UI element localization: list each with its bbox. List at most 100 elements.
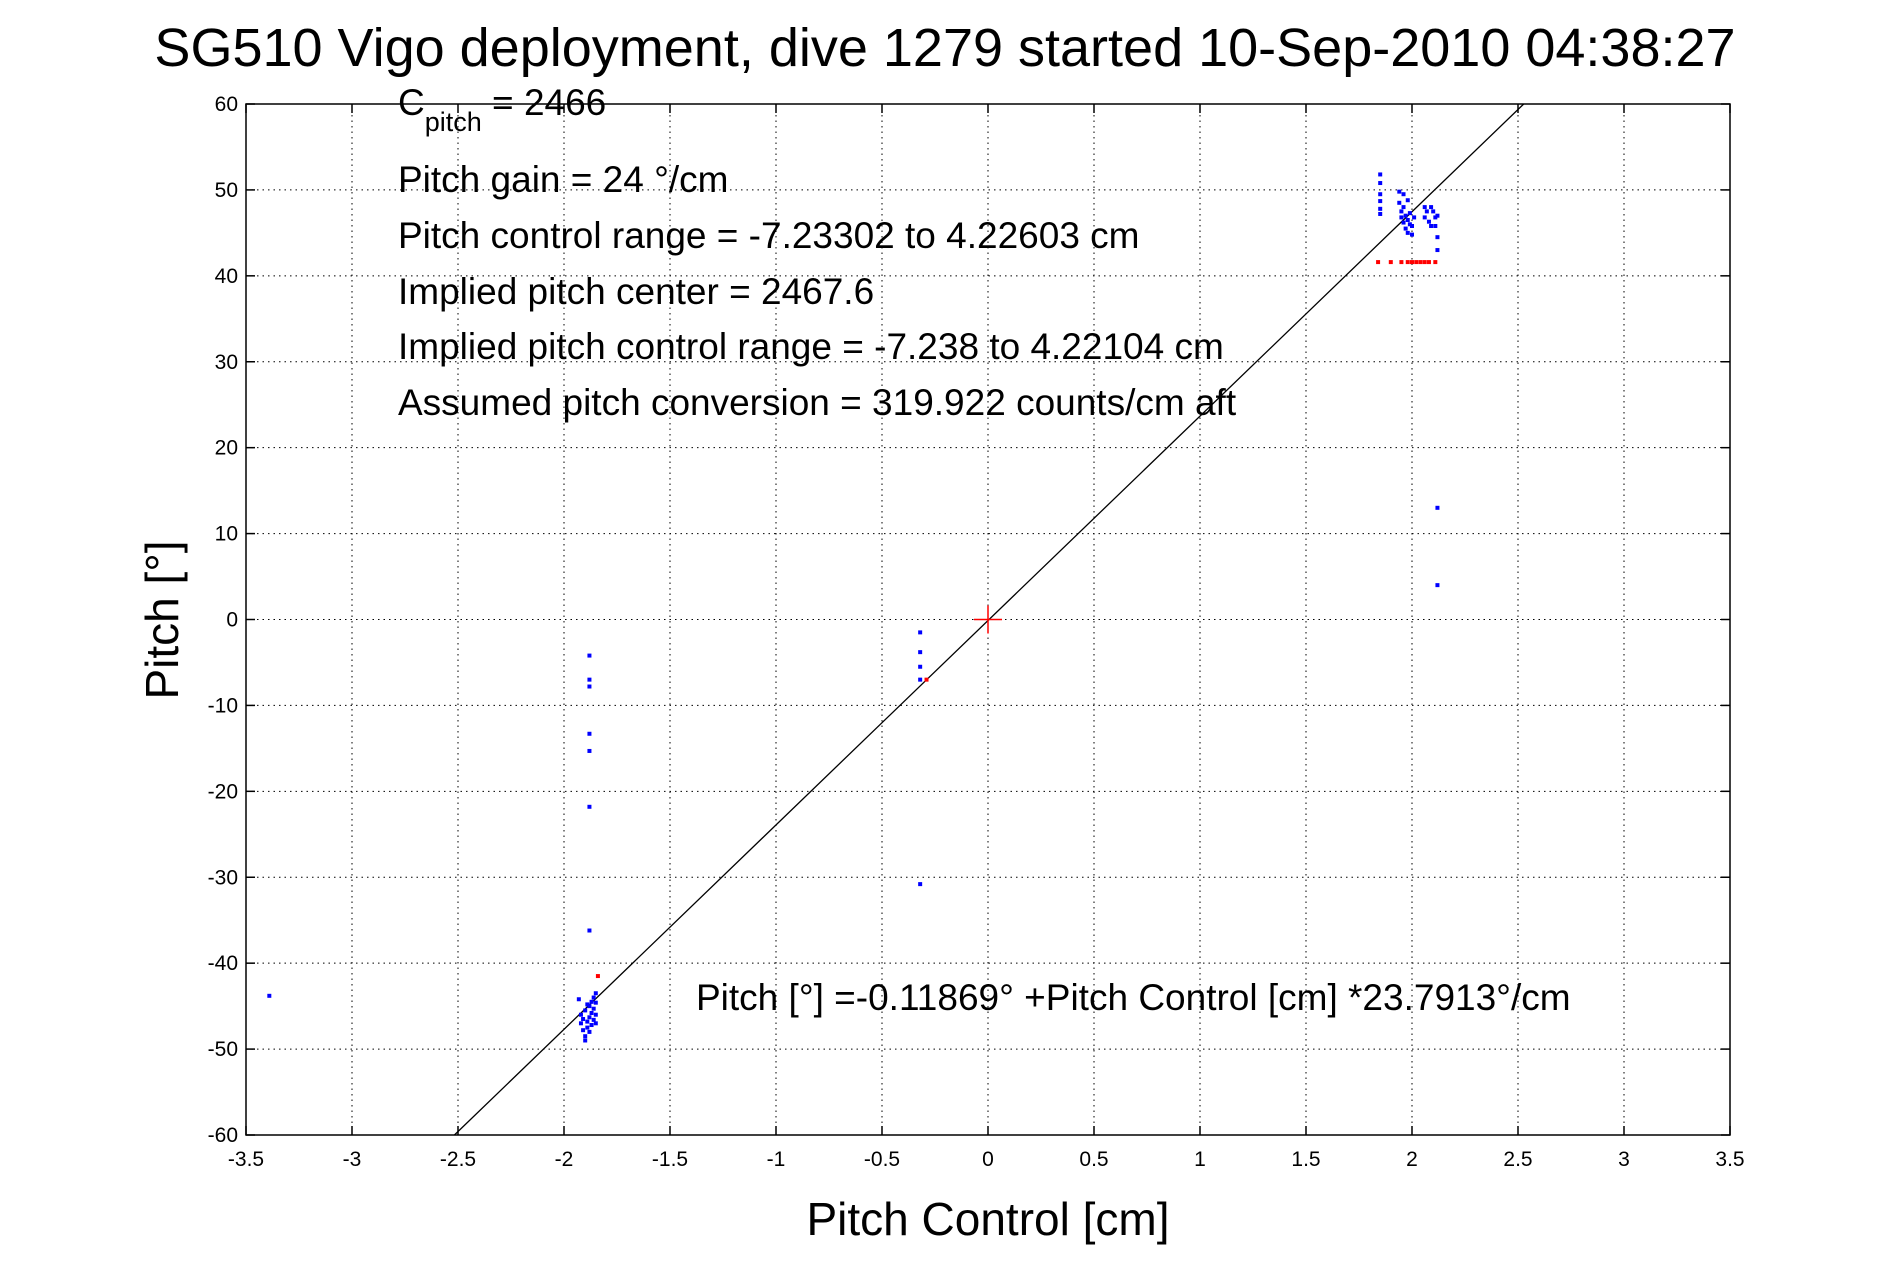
data-point — [583, 1008, 588, 1013]
flagged-data-point — [1410, 260, 1414, 265]
annotation-fit-equation: Pitch [°] =-0.11869° +Pitch Control [cm]… — [696, 977, 1571, 1018]
x-tick-label: -3 — [343, 1148, 362, 1171]
y-tick-label: 60 — [215, 93, 238, 116]
flagged-data-point — [1405, 260, 1410, 265]
data-point — [1435, 583, 1440, 588]
data-point — [587, 748, 592, 753]
y-tick-label: -30 — [208, 866, 238, 889]
x-tick-label: -3.5 — [228, 1148, 264, 1171]
annotation-conversion: Assumed pitch conversion = 319.922 count… — [398, 382, 1237, 423]
data-point — [591, 1017, 596, 1022]
x-tick-label: 2.5 — [1503, 1148, 1532, 1171]
data-point — [918, 630, 923, 635]
data-point — [587, 1029, 592, 1034]
data-point — [1399, 209, 1404, 214]
data-point — [587, 653, 592, 658]
data-point — [589, 1023, 594, 1028]
data-point — [1405, 198, 1410, 203]
data-point — [1412, 215, 1417, 220]
x-tick-label: -2.5 — [440, 1148, 476, 1171]
annotation-implied-center: Implied pitch center = 2467.6 — [398, 271, 874, 312]
data-point — [593, 1012, 598, 1017]
x-axis-label: Pitch Control [cm] — [807, 1193, 1170, 1245]
data-points — [267, 172, 1440, 1043]
x-tick-label: -0.5 — [864, 1148, 900, 1171]
data-point — [581, 1017, 586, 1022]
x-tick-label: -1 — [767, 1148, 786, 1171]
annotation-pitch-gain: Pitch gain = 24 °/cm — [398, 159, 729, 200]
y-tick-label: -10 — [208, 694, 238, 717]
data-point — [1435, 235, 1440, 240]
flagged-data-point — [1418, 260, 1423, 265]
data-point — [578, 1021, 583, 1026]
center-marker-layer — [974, 605, 1002, 634]
data-point — [1399, 215, 1404, 220]
data-point — [918, 664, 923, 669]
data-point — [593, 1021, 598, 1026]
data-point — [1397, 200, 1402, 205]
x-tick-label: 2 — [1406, 1148, 1418, 1171]
data-point — [1378, 192, 1383, 197]
data-point — [1405, 230, 1410, 235]
data-point — [593, 991, 598, 996]
flagged-data-point — [1399, 260, 1404, 265]
x-tick-label: -2 — [555, 1148, 574, 1171]
flagged-data-point — [595, 974, 600, 979]
data-point — [587, 1015, 592, 1020]
chart-title: SG510 Vigo deployment, dive 1279 started… — [154, 18, 1735, 78]
data-point — [587, 684, 592, 689]
data-point — [1378, 199, 1383, 204]
data-point — [1401, 220, 1406, 225]
y-tick-label: -40 — [208, 952, 238, 975]
flagged-data-point — [924, 677, 929, 682]
annotation-implied-range: Implied pitch control range = -7.238 to … — [398, 326, 1224, 367]
data-point — [1405, 217, 1410, 222]
y-tick-label: -20 — [208, 780, 238, 803]
data-point — [1401, 192, 1406, 197]
data-point — [1429, 224, 1434, 229]
data-point — [576, 997, 581, 1002]
data-point — [1410, 232, 1414, 237]
x-tick-label: -1.5 — [652, 1148, 688, 1171]
data-point — [591, 1006, 596, 1011]
data-point — [591, 995, 596, 1000]
data-point — [587, 677, 592, 682]
data-point — [1378, 172, 1383, 177]
c-pitch-value: = 2466 — [482, 82, 606, 123]
x-tick-label: 3.5 — [1715, 1148, 1744, 1171]
annotation-c-pitch: Cpitch = 2466 — [398, 82, 606, 137]
data-point — [587, 804, 592, 809]
data-point — [1433, 215, 1438, 220]
data-point — [1422, 215, 1427, 220]
data-point — [589, 999, 594, 1004]
flagged-data-point — [1388, 260, 1393, 265]
y-tick-label: 0 — [226, 609, 238, 632]
data-point — [1431, 209, 1436, 214]
data-point — [918, 677, 923, 682]
c-pitch-subscript: pitch — [425, 107, 482, 137]
data-point — [1401, 205, 1406, 210]
y-tick-label: 20 — [215, 437, 238, 460]
data-point — [589, 1010, 594, 1015]
data-point — [1424, 209, 1429, 214]
data-point — [587, 1004, 592, 1009]
data-point — [583, 1034, 588, 1039]
data-point — [587, 928, 592, 933]
y-tick-label: 40 — [215, 265, 238, 288]
c-pitch-symbol: C — [398, 82, 425, 123]
data-point — [587, 731, 592, 736]
data-point — [585, 1025, 590, 1030]
y-tick-label: -60 — [208, 1124, 238, 1147]
data-point — [1407, 211, 1412, 216]
data-point — [1429, 205, 1434, 210]
data-point — [1422, 205, 1427, 210]
data-point — [1407, 222, 1412, 227]
data-point — [1403, 226, 1408, 231]
data-point — [593, 1000, 598, 1005]
flagged-data-point — [1376, 260, 1381, 265]
data-point — [1435, 213, 1440, 218]
grid-lines — [246, 104, 1730, 1135]
flagged-data-point — [1422, 260, 1427, 265]
y-axis-ticks: -60 -50 -40 -30 -20 -10 0 10 20 30 40 50 60 — [208, 93, 1730, 1147]
data-point — [267, 993, 272, 998]
